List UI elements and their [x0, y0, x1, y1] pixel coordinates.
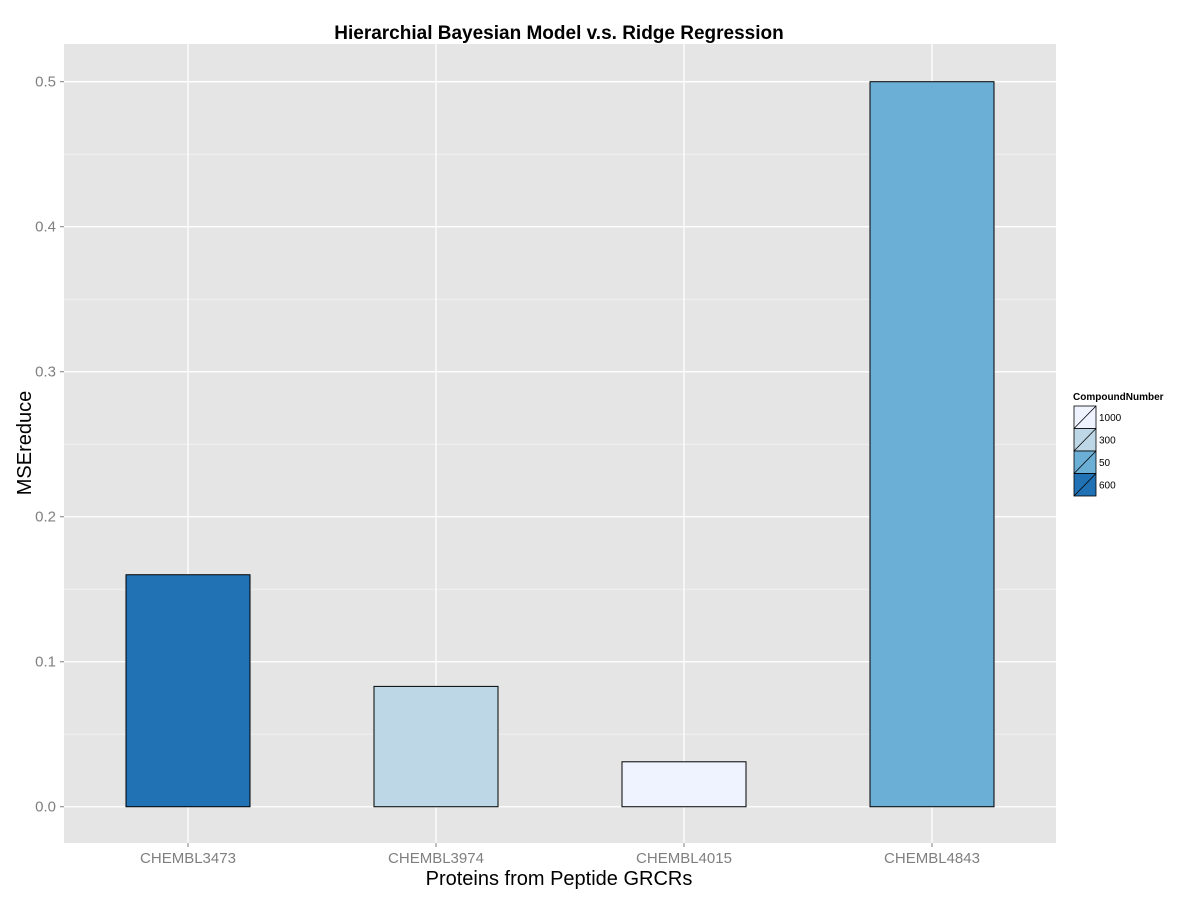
y-axis-title: MSEreduce: [14, 391, 36, 496]
y-tick-label: 0.1: [35, 654, 56, 671]
legend-label: 50: [1099, 458, 1111, 469]
x-axis-ticks: CHEMBL3473 CHEMBL3974 CHEMBL4015 CHEMBL4843: [140, 843, 980, 867]
bar-chembl4843: [869, 81, 995, 808]
legend-label: 600: [1099, 481, 1116, 492]
legend-title: CompoundNumber: [1073, 392, 1164, 403]
y-tick-label: 0.0: [35, 799, 56, 816]
legend-keys: 1000 300 50 600: [1073, 405, 1122, 497]
y-tick-label: 0.5: [35, 74, 56, 91]
chart-title: Hierarchial Bayesian Model v.s. Ridge Re…: [334, 23, 783, 44]
legend-swatch-slash: [1073, 473, 1097, 497]
legend-swatch-slash: [1073, 450, 1097, 474]
x-tick-label: CHEMBL4843: [884, 850, 980, 867]
legend-label: 1000: [1099, 413, 1122, 424]
legend-key-50: 50: [1073, 450, 1111, 474]
bars: [125, 81, 995, 808]
x-tick-label: CHEMBL3974: [388, 850, 484, 867]
legend: CompoundNumber 1000 300 50 600: [1073, 392, 1164, 497]
legend-key-300: 300: [1073, 428, 1116, 452]
y-tick-label: 0.4: [35, 219, 56, 236]
y-axis-ticks: 0.0 0.1 0.2 0.3 0.4 0.5: [35, 74, 64, 816]
bar-chembl4015: [621, 761, 747, 808]
legend-key-1000: 1000: [1073, 405, 1122, 429]
y-tick-label: 0.2: [35, 509, 56, 526]
legend-swatch-slash: [1073, 428, 1097, 452]
x-tick-label: CHEMBL4015: [636, 850, 732, 867]
bar-chembl3974: [373, 685, 499, 808]
legend-key-600: 600: [1073, 473, 1116, 497]
x-tick-label: CHEMBL3473: [140, 850, 236, 867]
y-tick-label: 0.3: [35, 364, 56, 381]
legend-label: 300: [1099, 436, 1116, 447]
x-axis-title: Proteins from Peptide GRCRs: [426, 868, 693, 890]
legend-swatch-slash: [1073, 405, 1097, 429]
bar-chembl3473: [125, 574, 251, 808]
